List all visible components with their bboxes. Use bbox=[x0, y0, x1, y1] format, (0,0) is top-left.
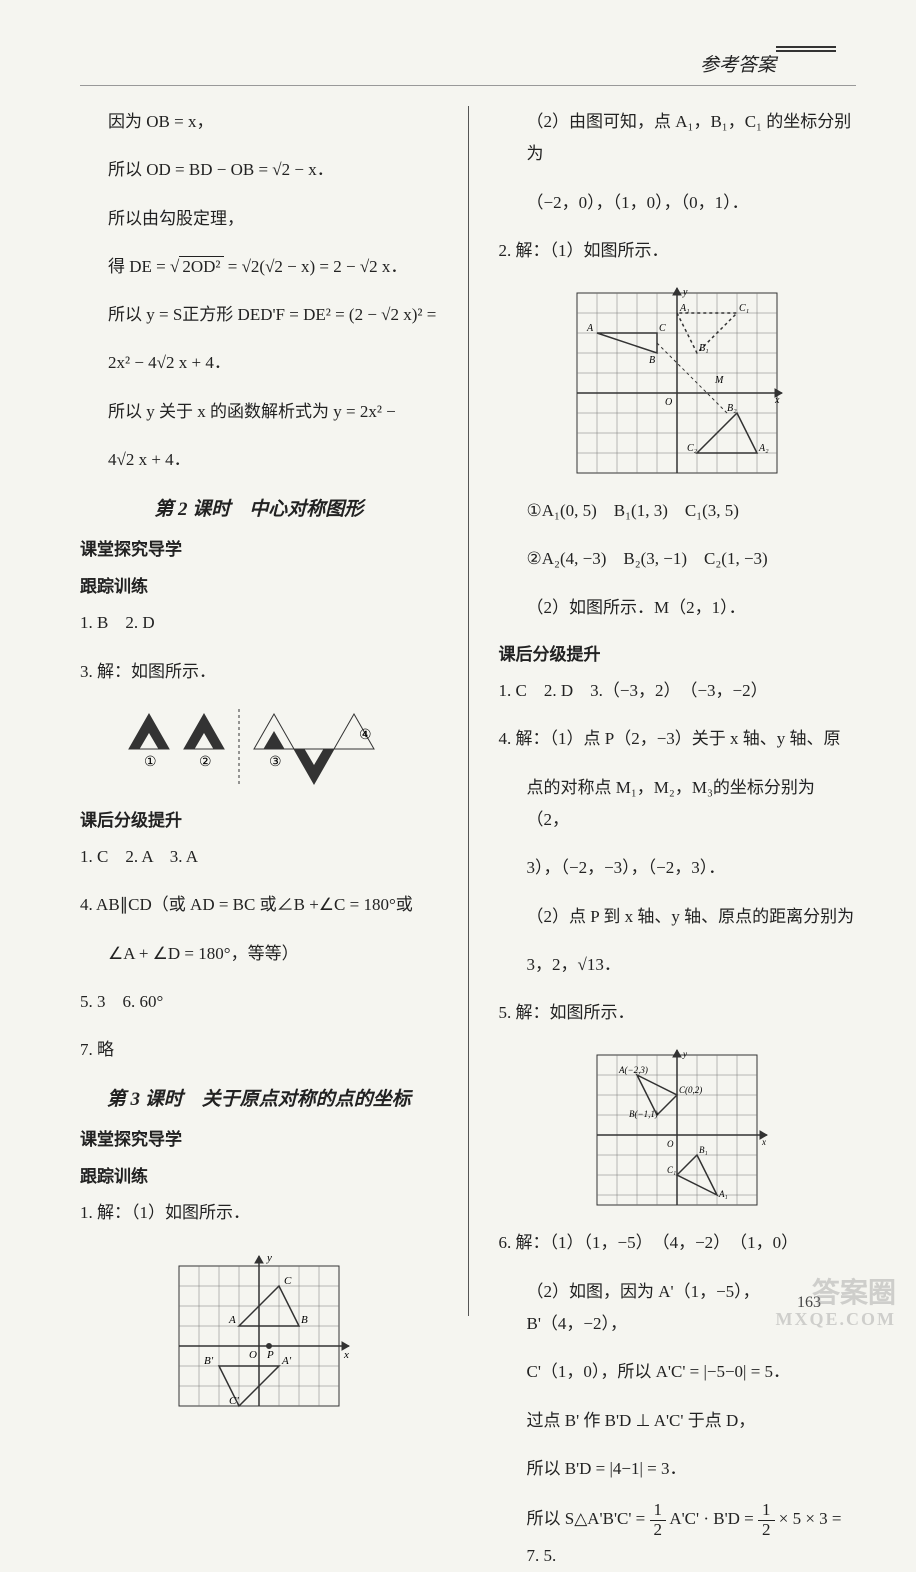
text-line: （2）如图所示．M（2，1）． bbox=[499, 592, 857, 624]
svg-text:C: C bbox=[659, 323, 666, 334]
text-line: 因为 OB = x， bbox=[80, 106, 438, 138]
svg-text:x: x bbox=[774, 395, 780, 406]
column-divider bbox=[468, 106, 469, 1316]
svg-text:y: y bbox=[266, 1252, 272, 1264]
text: = √2(√2 − x) = 2 − √2 x． bbox=[224, 257, 408, 276]
answer-line: 4. 解：（1）点 P（2，−3）关于 x 轴、y 轴、原 bbox=[499, 723, 857, 755]
svg-text:A: A bbox=[228, 1314, 236, 1326]
fig-label: ② bbox=[199, 755, 212, 770]
svg-text:C': C' bbox=[229, 1395, 239, 1407]
fig-label: ③ bbox=[269, 755, 282, 770]
svg-text:O: O bbox=[667, 1139, 674, 1149]
answer-line: 4. AB∥CD（或 AD = BC 或∠B +∠C = 180°或 bbox=[80, 889, 438, 921]
svg-text:x: x bbox=[761, 1137, 766, 1147]
svg-text:x: x bbox=[343, 1349, 349, 1361]
answer-line: 5. 3 6. 60° bbox=[80, 986, 438, 1018]
sub-title: 课后分级提升 bbox=[80, 806, 438, 831]
svg-text:A: A bbox=[586, 323, 594, 334]
svg-text:C₁: C₁ bbox=[667, 1165, 676, 1175]
svg-text:A': A' bbox=[281, 1355, 292, 1367]
answer-line: 3，2，√13． bbox=[499, 949, 857, 981]
answer-line: 1. C 2. D 3.（−3，2） （−3，−2） bbox=[499, 675, 857, 707]
svg-text:A(−2,3): A(−2,3) bbox=[618, 1065, 648, 1075]
answer-line: 1. 解：（1）如图所示． bbox=[80, 1197, 438, 1229]
sub-title: 课堂探究导学 bbox=[80, 535, 438, 560]
fraction: 12 bbox=[758, 1501, 775, 1539]
grid-figure-1: A B C A' B' C' PO x y bbox=[80, 1246, 438, 1416]
sub-title: 课堂探究导学 bbox=[80, 1125, 438, 1150]
svg-text:y: y bbox=[682, 287, 688, 298]
svg-text:M: M bbox=[714, 375, 724, 386]
svg-text:C(0,2): C(0,2) bbox=[679, 1085, 702, 1095]
watermark-top: 答案圈 bbox=[776, 1279, 896, 1310]
svg-text:B₁: B₁ bbox=[699, 1145, 708, 1155]
answer-line: 过点 B' 作 B'D ⊥ A'C' 于点 D， bbox=[499, 1405, 857, 1437]
svg-text:C₁: C₁ bbox=[739, 303, 749, 314]
page-header: 参考答案 bbox=[700, 55, 776, 76]
sub-title: 跟踪训练 bbox=[80, 1162, 438, 1187]
answer-line: 3. 解：如图所示． bbox=[80, 656, 438, 688]
text-line: 所以 OD = BD − OB = √2 − x． bbox=[80, 154, 438, 186]
watermark-bottom: MXQE.COM bbox=[776, 1310, 896, 1330]
section-title: 第 2 课时 中心对称图形 bbox=[80, 494, 438, 521]
answer-line: 所以 S△A'B'C' = 12 A'C' · B'D = 12 × 5 × 3… bbox=[499, 1501, 857, 1572]
svg-text:A₂: A₂ bbox=[758, 443, 769, 454]
answer-line: （2）点 P 到 x 轴、y 轴、原点的距离分别为 bbox=[499, 901, 857, 933]
svg-text:C₂: C₂ bbox=[687, 443, 698, 454]
text-line: （−2，0），（1，0），（0，1）． bbox=[499, 187, 857, 219]
grid-figure-2: A C B A₁ B₁ C₁ A₂ B₂ C₂ M O x y bbox=[499, 283, 857, 483]
text-line: 所以 y = S正方形 DED'F = DE² = (2 − √2 x)² = bbox=[80, 299, 438, 331]
svg-text:y: y bbox=[682, 1049, 687, 1059]
grid-figure-3: A(−2,3) C(0,2) B(−1,1) O B₁ C₁ A₁ x y bbox=[499, 1045, 857, 1215]
answer-line: 1. C 2. A 3. A bbox=[80, 841, 438, 873]
triangle-figure: ① ② ③ ④ bbox=[80, 704, 438, 794]
svg-text:B₁: B₁ bbox=[699, 343, 709, 354]
fraction: 12 bbox=[650, 1501, 667, 1539]
sqrt-icon bbox=[170, 257, 179, 276]
answer-line: 点的对称点 M₁，M₂，M₃的坐标分别为（2， bbox=[499, 772, 857, 837]
text-line: ①A₁(0, 5) B₁(1, 3) C₁(3, 5) bbox=[499, 495, 857, 527]
svg-text:A₁: A₁ bbox=[679, 303, 690, 314]
header-decoration bbox=[776, 46, 836, 52]
text-line: 所以由勾股定理， bbox=[80, 203, 438, 235]
text-line: 所以 y 关于 x 的函数解析式为 y = 2x² − bbox=[80, 396, 438, 428]
answer-line: 3），（−2，−3），（−2，3）． bbox=[499, 852, 857, 884]
svg-text:O: O bbox=[665, 397, 672, 408]
fig-label: ① bbox=[144, 755, 157, 770]
svg-text:B(−1,1): B(−1,1) bbox=[629, 1109, 658, 1119]
sub-title: 跟踪训练 bbox=[80, 572, 438, 597]
text-line: 得 DE = 2OD² = √2(√2 − x) = 2 − √2 x． bbox=[80, 251, 438, 283]
svg-text:B': B' bbox=[204, 1355, 214, 1367]
text: A'C' · B'D = bbox=[669, 1509, 758, 1528]
svg-text:C: C bbox=[284, 1275, 292, 1287]
text-line: 2. 解：（1）如图所示． bbox=[499, 235, 857, 267]
svg-text:B: B bbox=[649, 355, 655, 366]
section-title: 第 3 课时 关于原点对称的点的坐标 bbox=[80, 1084, 438, 1111]
text-line: （2）由图可知，点 A₁，B₁，C₁ 的坐标分别为 bbox=[499, 106, 857, 171]
left-column: 因为 OB = x， 所以 OD = BD − OB = √2 − x． 所以由… bbox=[80, 106, 438, 1316]
radical: 2OD² bbox=[179, 256, 223, 276]
answer-line: 1. B 2. D bbox=[80, 607, 438, 639]
answer-line: ∠A + ∠D = 180°，等等） bbox=[80, 938, 438, 970]
answer-line: 所以 B'D = |4−1| = 3． bbox=[499, 1453, 857, 1485]
text: 得 DE = bbox=[108, 257, 170, 276]
answer-line: 6. 解：（1）（1，−5） （4，−2） （1，0） bbox=[499, 1227, 857, 1259]
svg-text:B₂: B₂ bbox=[727, 403, 737, 414]
svg-text:P: P bbox=[266, 1349, 274, 1361]
answer-line: C'（1，0），所以 A'C' = |−5−0| = 5． bbox=[499, 1356, 857, 1388]
sub-title: 课后分级提升 bbox=[499, 640, 857, 665]
svg-text:B: B bbox=[301, 1314, 308, 1326]
answer-line: 5. 解：如图所示． bbox=[499, 997, 857, 1029]
text-line: ②A₂(4, −3) B₂(3, −1) C₂(1, −3) bbox=[499, 543, 857, 575]
watermark: 答案圈 MXQE.COM bbox=[776, 1279, 896, 1330]
text-line: 2x² − 4√2 x + 4． bbox=[80, 347, 438, 379]
svg-text:O: O bbox=[249, 1349, 257, 1361]
top-rule bbox=[80, 85, 856, 86]
answer-line: 7. 略 bbox=[80, 1034, 438, 1066]
text-line: 4√2 x + 4． bbox=[80, 444, 438, 476]
right-column: （2）由图可知，点 A₁，B₁，C₁ 的坐标分别为 （−2，0），（1，0），（… bbox=[499, 106, 857, 1316]
svg-text:A₁: A₁ bbox=[718, 1189, 728, 1199]
text: 所以 S△A'B'C' = bbox=[527, 1509, 650, 1528]
fig-label: ④ bbox=[359, 728, 372, 743]
